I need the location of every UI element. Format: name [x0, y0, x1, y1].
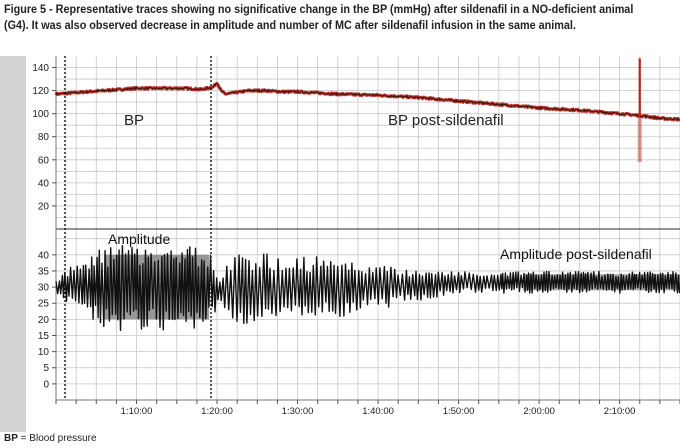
- amp-y-tick-label: 25: [38, 299, 50, 310]
- x-tick-label: 2:00:00: [523, 406, 555, 417]
- amp-y-tick-label: 20: [38, 315, 50, 326]
- bp-label: BP: [124, 112, 144, 129]
- amplitude-label: Amplitude: [108, 231, 170, 247]
- x-ticks: 1:10:00 1:20:00 1:30:00 1:40:00 1:50:00 2:00:…: [55, 400, 680, 417]
- bp-y-tick-label: 60: [38, 155, 50, 166]
- bp-grid: [55, 56, 680, 229]
- amp-y-tick-label: 5: [43, 363, 49, 374]
- amplitude-trace-layer: [55, 245, 680, 331]
- x-tick-label: 1:30:00: [282, 406, 314, 417]
- x-tick-label: 1:20:00: [201, 406, 233, 417]
- amp-y-tick-label: 35: [38, 266, 50, 277]
- x-tick-label: 1:10:00: [121, 406, 153, 417]
- x-tick-label: 1:50:00: [443, 406, 475, 417]
- x-tick-label: 1:40:00: [362, 406, 394, 417]
- bp-post-label: BP post-sildenafil: [388, 112, 504, 129]
- amp-y-tick-label: 10: [38, 347, 50, 358]
- amplitude-y-ticks: 0 5 10 15 20 25 30 35 40: [38, 250, 56, 390]
- amp-y-tick-label: 15: [38, 331, 50, 342]
- amp-y-tick-label: 0: [43, 379, 49, 390]
- left-sidebar: [0, 56, 26, 432]
- x-tick-label: 2:10:00: [604, 406, 636, 417]
- amp-y-tick-label: 40: [38, 250, 50, 261]
- bp-y-tick-label: 80: [38, 132, 50, 143]
- bp-y-tick-label: 140: [32, 63, 49, 74]
- bp-y-tick-label: 120: [32, 86, 49, 97]
- bp-trace: [55, 82, 680, 122]
- footnote-text: = Blood pressure: [17, 433, 97, 444]
- figure-caption: Figure 5 - Representative traces showing…: [4, 4, 634, 32]
- amplitude-trace: [55, 245, 680, 331]
- amp-y-tick-label: 30: [38, 283, 50, 294]
- amplitude-post-label: Amplitude post-sildenafil: [500, 246, 652, 262]
- bp-y-tick-label: 40: [38, 178, 50, 189]
- bp-y-tick-label: 100: [32, 109, 49, 120]
- plot-frame: [56, 56, 680, 400]
- bp-y-ticks: 20 40 60 80 100 120 140: [32, 63, 56, 212]
- footnote-abbr: BP: [4, 433, 18, 444]
- footnote: BP = Blood pressure: [4, 433, 97, 444]
- bp-trace-layer: [54, 58, 680, 163]
- bp-y-tick-label: 20: [38, 201, 50, 212]
